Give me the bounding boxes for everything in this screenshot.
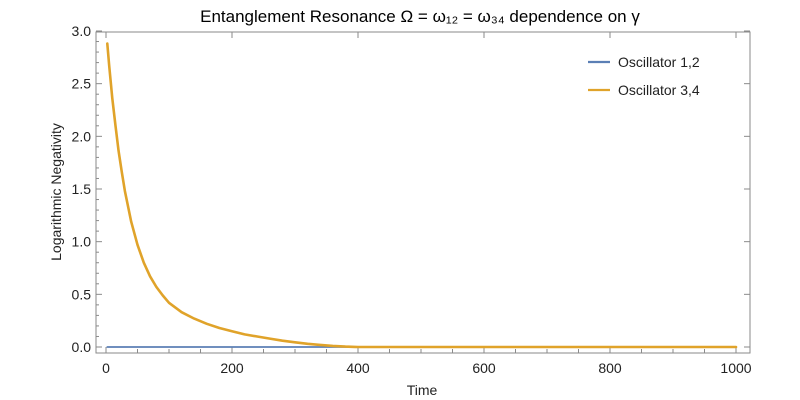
y-tick-label: 3.0 [72, 23, 92, 39]
series-lines [106, 42, 738, 349]
y-tick-label: 2.0 [72, 128, 92, 144]
legend-label: Oscillator 3,4 [618, 82, 700, 98]
y-axis-ticks: 0.0 0.5 1.0 1.5 2.0 2.5 3.0 [72, 23, 750, 355]
y-axis-label: Logarithmic Negativity [48, 123, 64, 261]
x-tick-label: 200 [220, 360, 244, 376]
y-tick-label: 2.5 [72, 76, 92, 92]
x-axis-ticks: 0 200 400 600 800 1000 [102, 32, 752, 376]
x-tick-label: 600 [472, 360, 496, 376]
x-tick-label: 1000 [720, 360, 751, 376]
legend: Oscillator 1,2 Oscillator 3,4 [588, 54, 700, 98]
y-tick-label: 1.5 [72, 181, 92, 197]
legend-label: Oscillator 1,2 [618, 54, 700, 70]
x-axis-label: Time [407, 382, 438, 398]
x-tick-label: 800 [598, 360, 622, 376]
chart-title: Entanglement Resonance Ω = ω₁₂ = ω₃₄ dep… [200, 7, 640, 26]
series-line-2 [106, 42, 738, 349]
y-tick-label: 1.0 [72, 234, 92, 250]
plot-frame [95, 31, 751, 354]
x-tick-label: 400 [346, 360, 370, 376]
y-tick-label: 0.5 [72, 286, 92, 302]
y-tick-label: 0.0 [72, 339, 92, 355]
x-tick-label: 0 [102, 360, 110, 376]
